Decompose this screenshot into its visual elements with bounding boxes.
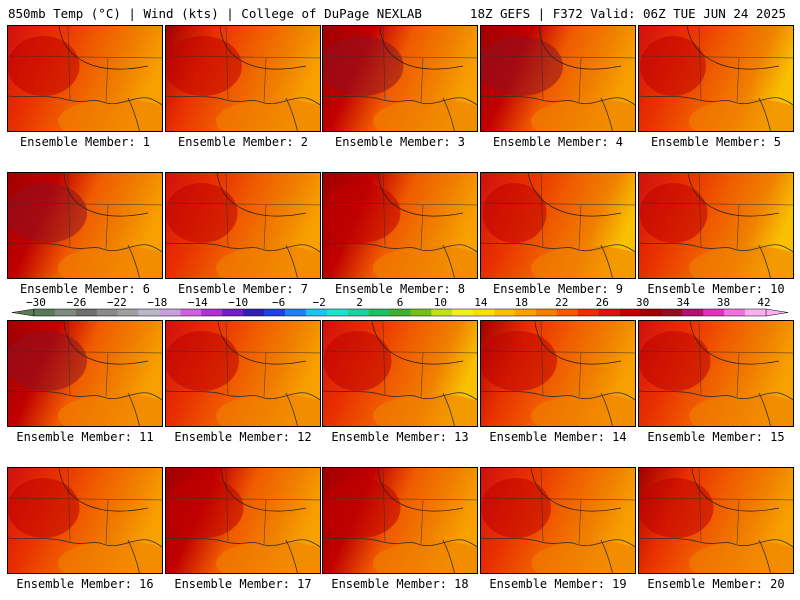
colorbar-swatch bbox=[535, 309, 558, 316]
colorbar-swatch bbox=[96, 309, 118, 316]
ensemble-member-map bbox=[480, 467, 636, 574]
colorbar-tick-label: −14 bbox=[188, 296, 208, 309]
colorbar-swatch bbox=[745, 309, 767, 316]
colorbar-swatch bbox=[305, 309, 328, 316]
colorbar-swatch bbox=[640, 309, 662, 316]
ensemble-member-label: Ensemble Member: 18 bbox=[331, 577, 469, 591]
colorbar-tick-label: 38 bbox=[717, 296, 730, 309]
ensemble-member-label: Ensemble Member: 14 bbox=[489, 430, 627, 444]
ensemble-member-label: Ensemble Member: 1 bbox=[19, 135, 151, 149]
colorbar-tick-label: 6 bbox=[397, 296, 404, 309]
ensemble-member-map bbox=[322, 467, 478, 574]
colorbar-tick-label: 26 bbox=[596, 296, 609, 309]
colorbar-swatch bbox=[682, 309, 704, 316]
ensemble-member-map bbox=[322, 172, 478, 279]
colorbar-swatch bbox=[431, 309, 453, 316]
ensemble-member-label: Ensemble Member: 9 bbox=[492, 282, 624, 296]
ensemble-member-label: Ensemble Member: 17 bbox=[174, 577, 312, 591]
colorbar-swatch bbox=[724, 309, 746, 316]
colorbar-tick-label: −18 bbox=[147, 296, 167, 309]
colorbar-swatch bbox=[201, 309, 223, 316]
colorbar-tick-label: 14 bbox=[474, 296, 488, 309]
colorbar-swatch bbox=[410, 309, 432, 316]
ensemble-member-map bbox=[322, 320, 478, 427]
ensemble-member-map bbox=[638, 25, 794, 132]
ensemble-member-map bbox=[480, 25, 636, 132]
ensemble-member-map bbox=[165, 320, 321, 427]
colorbar-swatch bbox=[473, 309, 495, 316]
colorbar-swatch bbox=[159, 309, 181, 316]
colorbar-swatch bbox=[243, 309, 265, 316]
map-title: 850mb Temp (°C) | Wind (kts) | College o… bbox=[8, 6, 422, 21]
ensemble-member-label: Ensemble Member: 4 bbox=[492, 135, 624, 149]
colorbar-tick-label: −22 bbox=[107, 296, 127, 309]
ensemble-member-label: Ensemble Member: 5 bbox=[650, 135, 782, 149]
ensemble-member-map bbox=[480, 172, 636, 279]
colorbar-swatch bbox=[368, 309, 390, 316]
colorbar-swatch bbox=[264, 309, 286, 316]
ensemble-member-map bbox=[480, 320, 636, 427]
ensemble-member-label: Ensemble Member: 16 bbox=[16, 577, 154, 591]
colorbar-swatch bbox=[619, 309, 641, 316]
ensemble-member-label: Ensemble Member: 6 bbox=[19, 282, 151, 296]
colorbar-swatch bbox=[515, 309, 537, 316]
ensemble-member-map bbox=[7, 467, 163, 574]
colorbar-tick-label: 2 bbox=[356, 296, 363, 309]
colorbar-swatch bbox=[556, 309, 579, 316]
colorbar-tick-label: −10 bbox=[228, 296, 248, 309]
ensemble-member-map bbox=[165, 25, 321, 132]
colorbar-swatch bbox=[34, 309, 56, 316]
ensemble-member-label: Ensemble Member: 7 bbox=[177, 282, 309, 296]
colorbar-swatch bbox=[284, 309, 307, 316]
ensemble-member-label: Ensemble Member: 12 bbox=[174, 430, 312, 444]
colorbar-swatch bbox=[222, 309, 244, 316]
ensemble-member-label: Ensemble Member: 13 bbox=[331, 430, 469, 444]
ensemble-member-label: Ensemble Member: 10 bbox=[647, 282, 785, 296]
ensemble-member-map bbox=[638, 467, 794, 574]
ensemble-member-label: Ensemble Member: 19 bbox=[489, 577, 627, 591]
colorbar-tick-label: −26 bbox=[67, 296, 87, 309]
colorbar-tick-label: −30 bbox=[26, 296, 46, 309]
colorbar-swatch bbox=[54, 309, 77, 316]
ensemble-member-label: Ensemble Member: 15 bbox=[647, 430, 785, 444]
colorbar-swatch bbox=[661, 309, 683, 316]
ensemble-member-label: Ensemble Member: 11 bbox=[16, 430, 154, 444]
colorbar-swatch bbox=[703, 309, 725, 316]
colorbar-tick-label: 10 bbox=[434, 296, 447, 309]
colorbar-tick-label: 22 bbox=[555, 296, 568, 309]
colorbar-swatch bbox=[347, 309, 369, 316]
ensemble-member-label: Ensemble Member: 3 bbox=[334, 135, 466, 149]
colorbar-swatch bbox=[117, 309, 139, 316]
colorbar-tick-label: 34 bbox=[676, 296, 690, 309]
ensemble-member-map bbox=[638, 320, 794, 427]
colorbar-swatch bbox=[494, 309, 516, 316]
ensemble-member-map bbox=[638, 172, 794, 279]
ensemble-member-label: Ensemble Member: 8 bbox=[334, 282, 466, 296]
colorbar-swatch bbox=[138, 309, 160, 316]
ensemble-member-map bbox=[7, 172, 163, 279]
colorbar-tick-label: 30 bbox=[636, 296, 649, 309]
ensemble-member-label: Ensemble Member: 2 bbox=[177, 135, 309, 149]
colorbar-tick-label: 18 bbox=[515, 296, 528, 309]
colorbar-tick-label: −6 bbox=[272, 296, 285, 309]
ensemble-member-label: Ensemble Member: 20 bbox=[647, 577, 785, 591]
colorbar-tick-label: −2 bbox=[312, 296, 325, 309]
model-run-info: 18Z GEFS | F372 Valid: 06Z TUE JUN 24 20… bbox=[469, 6, 786, 21]
colorbar-swatch bbox=[452, 309, 474, 316]
ensemble-member-map bbox=[165, 467, 321, 574]
colorbar-tick-label: 42 bbox=[757, 296, 770, 309]
colorbar-swatch bbox=[180, 309, 202, 316]
colorbar-swatch bbox=[598, 309, 620, 316]
colorbar-swatch bbox=[577, 309, 599, 316]
ensemble-member-map bbox=[322, 25, 478, 132]
colorbar-swatch bbox=[75, 309, 98, 316]
ensemble-member-map bbox=[7, 25, 163, 132]
ensemble-member-map bbox=[165, 172, 321, 279]
ensemble-member-map bbox=[7, 320, 163, 427]
temperature-colorbar: −30 −26 −22 −18 −14 −10 −6 −2 2 6 10 14 18 22 26 30 34 38… bbox=[11, 296, 789, 317]
colorbar-swatch bbox=[389, 309, 411, 316]
colorbar-swatch bbox=[326, 309, 349, 316]
